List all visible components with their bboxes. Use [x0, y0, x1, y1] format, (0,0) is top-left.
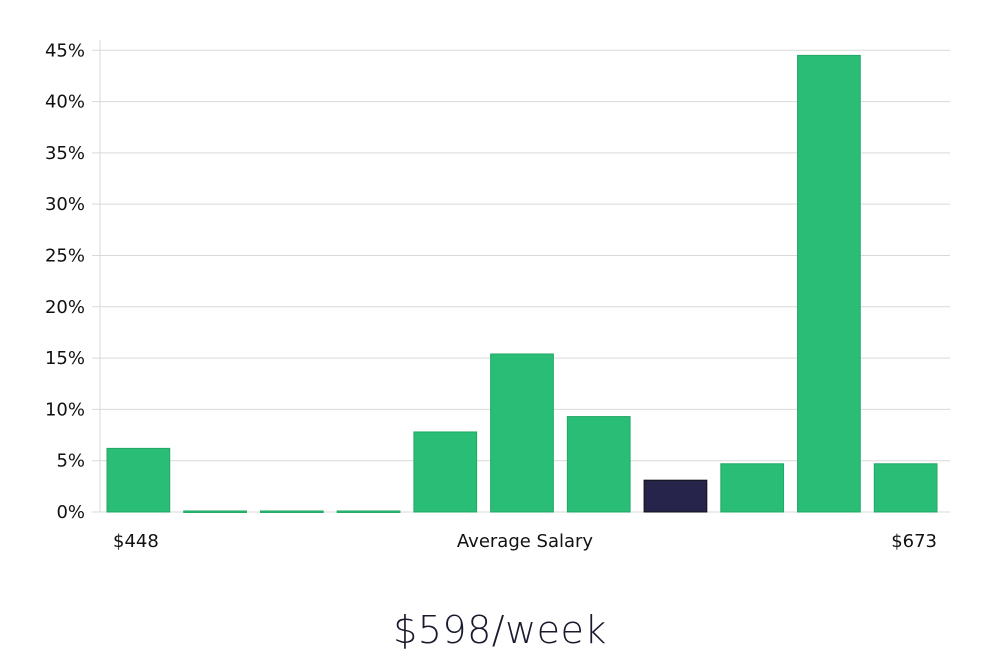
- bar: [566, 416, 631, 513]
- bar: [797, 54, 861, 513]
- bar: [413, 431, 478, 513]
- bar: [183, 510, 247, 513]
- y-tick-label: 0%: [56, 502, 85, 523]
- grid-lines: [92, 49, 950, 513]
- y-tick-label: 15%: [45, 348, 85, 369]
- weekly-salary-headline: $598/week: [393, 608, 607, 652]
- y-tick-label: 20%: [45, 297, 85, 318]
- y-tick-label: 40%: [45, 92, 85, 113]
- bar-highlighted: [643, 479, 708, 513]
- bar: [873, 463, 938, 513]
- x-axis-title: Average Salary: [457, 531, 594, 552]
- y-axis-ticks: 0% 5% 10% 15% 20% 25% 30% 35% 40% 45%: [45, 40, 85, 523]
- y-tick-label: 10%: [45, 399, 85, 420]
- y-tick-label: 35%: [45, 143, 85, 164]
- chart-svg: 0% 5% 10% 15% 20% 25% 30% 35% 40% 45% $448 Averag…: [45, 40, 950, 552]
- bar: [259, 510, 324, 513]
- y-tick-label: 5%: [56, 451, 85, 472]
- y-tick-label: 30%: [45, 194, 85, 215]
- bar: [490, 353, 554, 513]
- bars: [106, 54, 938, 513]
- y-tick-label: 25%: [45, 245, 85, 266]
- x-max-label: $673: [891, 531, 937, 552]
- bar: [336, 510, 401, 513]
- x-min-label: $448: [113, 531, 159, 552]
- bar: [720, 463, 785, 513]
- y-tick-label: 45%: [45, 40, 85, 61]
- bar: [106, 447, 171, 513]
